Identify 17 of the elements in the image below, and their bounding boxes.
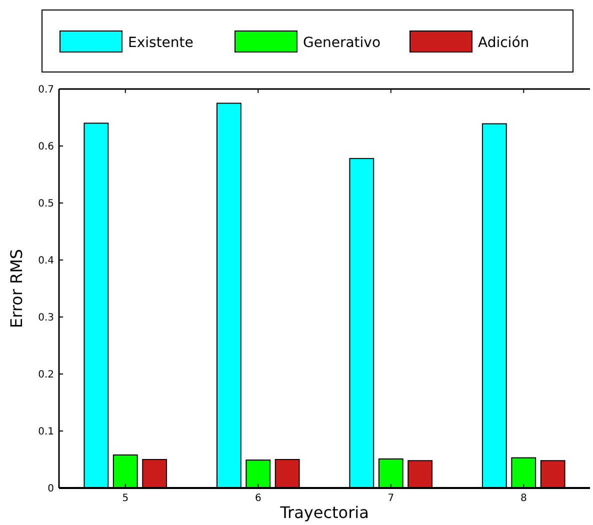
x-tick-label: 7 bbox=[388, 493, 394, 504]
legend-label: Generativo bbox=[303, 34, 381, 51]
y-tick-label: 0.4 bbox=[38, 256, 54, 266]
y-tick-label: 0 bbox=[48, 484, 54, 494]
y-tick-label: 0.5 bbox=[38, 198, 54, 210]
x-tick-label: 6 bbox=[254, 493, 262, 504]
legend-label: Adición bbox=[478, 34, 530, 51]
y-tick-label: 0.6 bbox=[38, 142, 54, 152]
y-tick-label: 0.3 bbox=[38, 312, 54, 324]
x-tick-label: 5 bbox=[122, 493, 129, 504]
y-tick-label: 0.1 bbox=[38, 426, 54, 438]
y-tick-label: 0.7 bbox=[38, 84, 54, 96]
y-axis-title: Error RMS bbox=[7, 248, 26, 328]
legend-label: Existente bbox=[128, 34, 194, 51]
x-tick-label: 8 bbox=[520, 493, 527, 504]
y-tick-label: 0.2 bbox=[38, 370, 54, 380]
x-axis-title: Trayectoria bbox=[279, 503, 369, 522]
